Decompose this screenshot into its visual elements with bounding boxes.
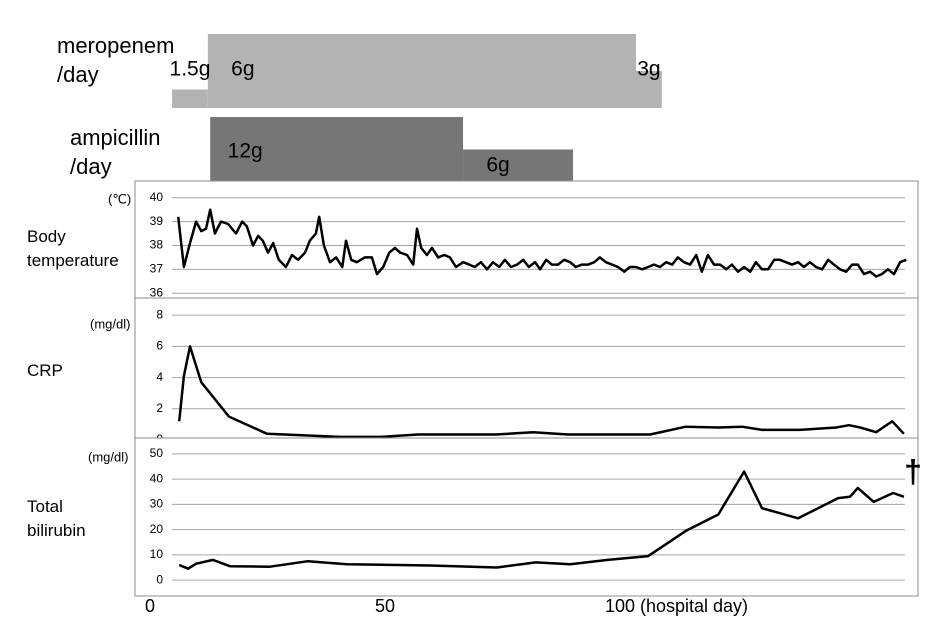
- dose-label: 6g: [231, 58, 254, 81]
- dose-label: 12g: [228, 140, 263, 163]
- panel-label: CRP: [27, 361, 63, 380]
- y-tick-label: 0: [156, 572, 163, 586]
- unit-label: (mg/dl): [88, 449, 128, 464]
- annotation: †: [904, 453, 922, 489]
- data-line: [178, 470, 905, 570]
- y-tick-label: 30: [150, 497, 164, 511]
- y-tick-label: 10: [150, 547, 164, 561]
- panel-label: Body temperature: [27, 227, 119, 270]
- dose-bar: [636, 71, 662, 108]
- drug-name: /day: [70, 154, 112, 179]
- panel-label: Total bilirubin: [27, 497, 86, 540]
- y-tick-label: 4: [156, 370, 163, 384]
- x-tick-label: 0: [145, 596, 155, 616]
- x-axis-label: (hospital day): [640, 596, 748, 616]
- y-tick-label: 38: [150, 238, 164, 252]
- y-tick-label: 6: [156, 339, 163, 353]
- panel-label-line: temperature: [27, 251, 119, 270]
- y-tick-label: 40: [150, 471, 164, 485]
- dose-bar: [463, 149, 574, 182]
- panel-label-line: CRP: [27, 361, 63, 380]
- y-tick-label: 40: [150, 190, 164, 204]
- panel-frame: [134, 297, 919, 441]
- y-tick-label: 8: [156, 307, 163, 321]
- data-line: [176, 208, 907, 278]
- y-tick-label: 50: [150, 446, 164, 460]
- panel-label-line: bilirubin: [27, 521, 86, 540]
- panel-frame: [134, 437, 919, 597]
- y-tick-label: 2: [156, 401, 163, 415]
- dose-label: 1.5g: [170, 58, 211, 81]
- y-tick-label: 37: [150, 262, 164, 276]
- dose-label: 6g: [486, 154, 509, 177]
- drug-name: meropenem: [57, 33, 174, 58]
- y-tick-label: 39: [150, 214, 164, 228]
- unit-label: (mg/dl): [90, 316, 130, 331]
- data-line: [177, 345, 905, 439]
- dose-bar: [207, 34, 637, 108]
- y-tick-label: 20: [150, 522, 164, 536]
- drug-name: ampicillin: [70, 125, 160, 150]
- panel-frame: [134, 180, 919, 299]
- dose-label: 3g: [637, 58, 660, 81]
- x-tick-label: 100: [605, 596, 635, 616]
- dose-bar: [210, 117, 464, 182]
- y-tick-label: 36: [150, 285, 164, 299]
- panel-label-line: Body: [27, 227, 66, 246]
- panel-label-line: Total: [27, 497, 63, 516]
- dose-bar: [172, 89, 208, 108]
- x-tick-label: 50: [375, 596, 395, 616]
- drug-name: /day: [57, 62, 99, 87]
- unit-label: (℃): [108, 191, 131, 206]
